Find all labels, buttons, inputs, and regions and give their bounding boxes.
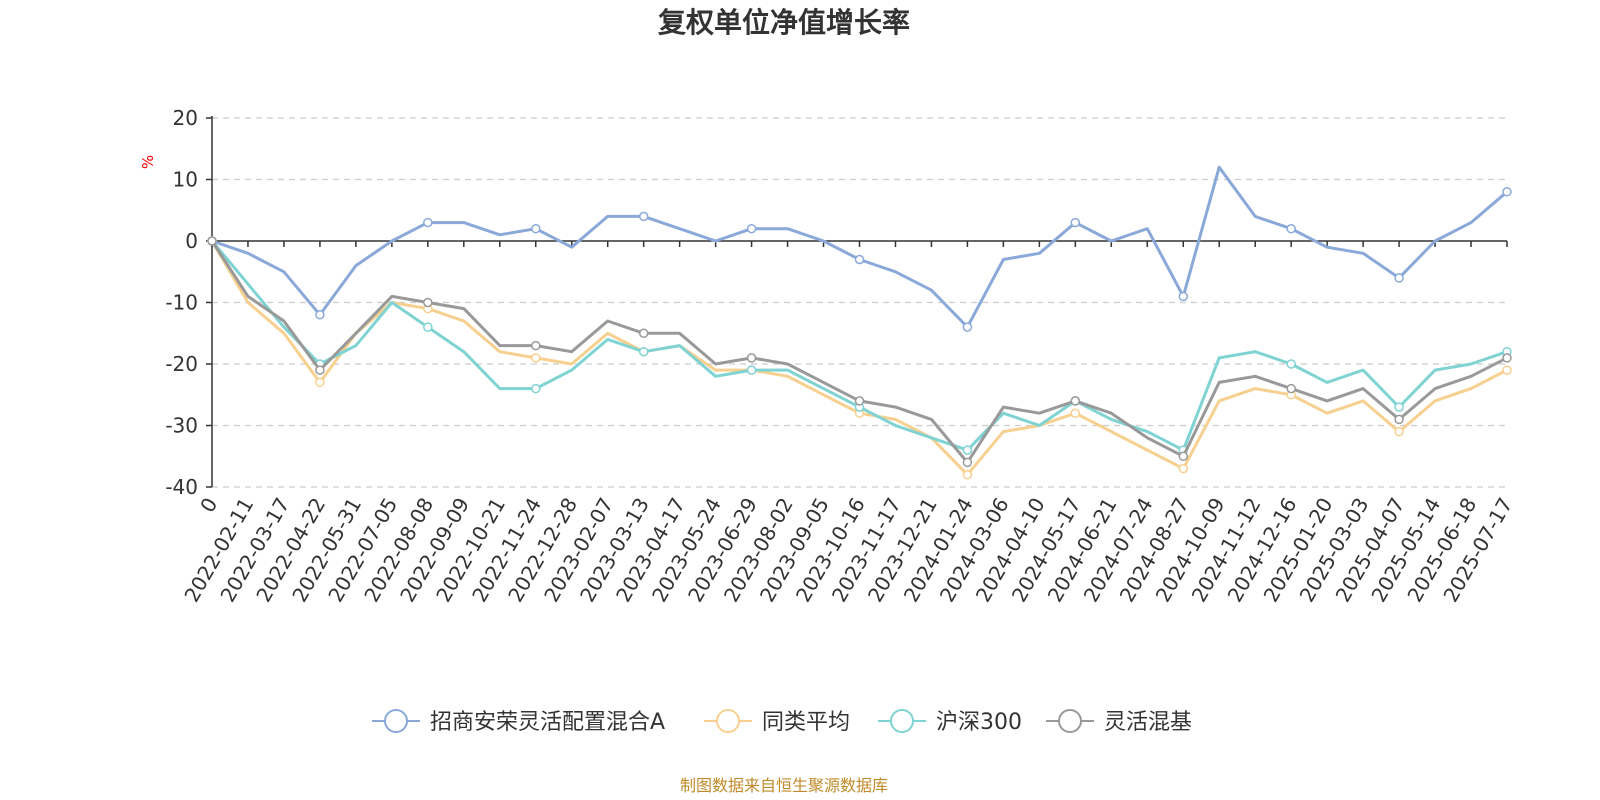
series-lines [207,165,1512,480]
series-line [210,240,1508,477]
series-point [962,469,973,480]
series-3 [207,236,1512,468]
series-point [1286,223,1296,234]
series-point [207,236,217,246]
series-point [531,353,541,363]
gridlines [212,117,1507,488]
series-point [1070,408,1081,418]
series-point [531,340,541,351]
legend-item[interactable]: 沪深300 [878,709,1022,735]
series-point [1178,451,1189,462]
legend-marker-icon [716,709,740,733]
series-point [962,445,973,455]
series-point [1286,359,1296,369]
series-1 [207,236,1512,480]
series-point [746,223,757,234]
series-point [1070,217,1081,228]
series-line [210,240,1508,464]
series-point [638,328,649,339]
series-point [962,457,973,468]
series-point [1502,365,1512,375]
legend-marker-icon [1058,709,1082,733]
series-point [1178,463,1189,474]
y-axis-unit-label: % [139,155,157,169]
series-point [746,365,757,375]
series-point [423,322,433,332]
series-point [1394,273,1404,283]
series-point [854,396,865,406]
data-source-note: 制图数据来自恒生聚源数据库 [680,776,888,795]
series-point [423,297,433,308]
legend-label: 同类平均 [762,710,850,735]
series-point [1394,402,1404,412]
legend-label: 灵活混基 [1104,710,1192,735]
series-point [638,211,649,222]
y-tick-label: -10 [165,291,198,315]
series-point [1070,396,1081,406]
series-point [315,310,325,320]
series-point [315,365,325,375]
series-line [210,240,1508,452]
series-point [1394,414,1404,425]
legend-item[interactable]: 招商安荣灵活配置混合A [372,709,665,735]
axes: 20100-10-20-30-4002022-02-112022-03-1720… [165,106,1517,606]
legend-marker-icon [890,709,914,733]
series-0 [207,165,1512,332]
series-point [962,322,973,332]
legend-label: 招商安荣灵活配置混合A [430,710,665,735]
series-line [211,165,1508,329]
x-tick-label: 0 [195,494,222,517]
y-tick-label: -40 [165,475,198,499]
y-tick-label: 10 [173,168,198,192]
series-point [315,377,325,388]
series-point [1502,353,1512,363]
series-point [1178,291,1189,302]
series-point [423,217,433,228]
series-point [531,223,541,234]
series-point [638,346,649,357]
legend-item[interactable]: 灵活混基 [1046,709,1192,735]
series-point [531,383,541,394]
series-point [746,353,757,363]
y-tick-label: -20 [165,352,198,376]
legend-item[interactable]: 同类平均 [704,709,850,735]
series-point [1502,187,1512,197]
y-tick-label: 0 [185,229,198,253]
legend[interactable]: 招商安荣灵活配置混合A 同类平均 沪深300 灵活混基 [372,709,1192,735]
legend-marker-icon [384,709,408,733]
series-2 [207,236,1512,455]
y-tick-label: 20 [173,106,198,130]
chart-title: 复权单位净值增长率 [658,6,910,39]
series-point [854,254,865,265]
series-point [1286,383,1296,394]
legend-label: 沪深300 [936,710,1022,735]
y-tick-label: -30 [165,414,198,438]
series-point [1394,426,1404,437]
